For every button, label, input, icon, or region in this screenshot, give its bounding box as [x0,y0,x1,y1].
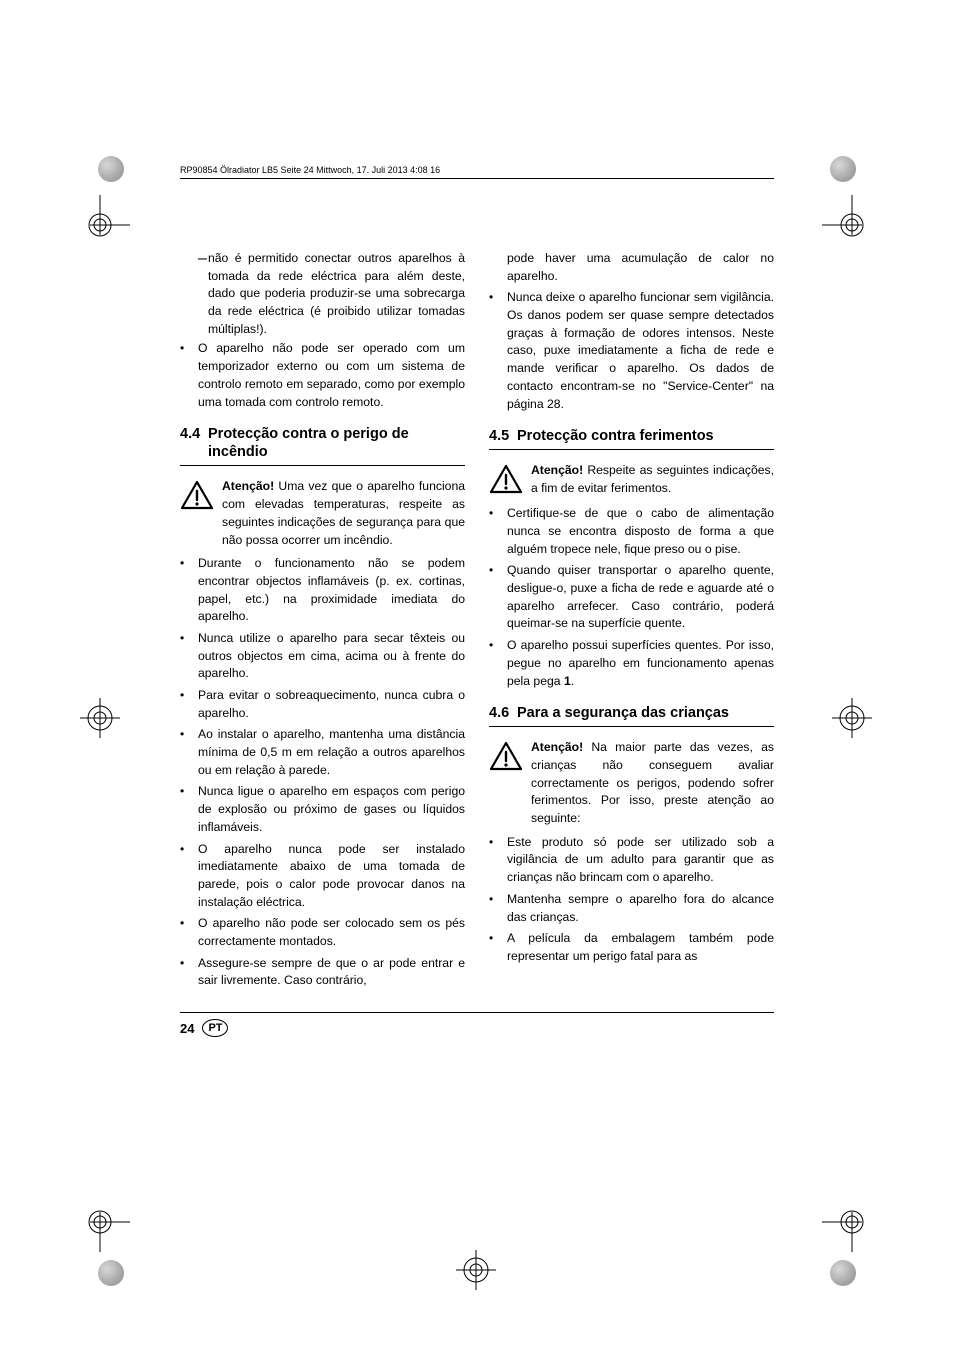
reg-mark-right [832,698,872,738]
section-heading-44: 4.4 Protecção contra o perigo de incêndi… [180,425,465,461]
bullet-item: •O aparelho nunca pode ser instalado ime… [180,841,465,912]
warning-block: Atenção! Respeite as seguintes indicaçõe… [489,462,774,499]
dash-item: – não é permitido conectar outros aparel… [180,250,465,338]
crop-mark-tr [822,195,882,255]
warning-icon [180,478,222,549]
bullet-item: •Ao instalar o aparelho, mantenha uma di… [180,726,465,779]
bullet-item: •Nunca deixe o aparelho funcionar sem vi… [489,289,774,413]
bullet-item: •Certifique-se de que o cabo de alimenta… [489,505,774,558]
crop-mark-tl [70,195,130,255]
bullet-item: •Nunca utilize o aparelho para secar têx… [180,630,465,683]
bullet-item: •O aparelho não pode ser colocado sem os… [180,915,465,950]
corner-dot-tl [98,156,124,182]
bullet-item: •A película da embalagem também pode rep… [489,930,774,965]
heading-rule [180,465,465,466]
warning-block: Atenção! Uma vez que o aparelho funciona… [180,478,465,549]
print-header: RP90854 Ölradiator LB5 Seite 24 Mittwoch… [180,165,440,175]
reg-mark-bottom [456,1250,496,1290]
warning-text: Atenção! Uma vez que o aparelho funciona… [222,478,465,549]
bullet-item: •Quando quiser transportar o aparelho qu… [489,562,774,633]
crop-mark-bl [70,1192,130,1252]
reg-mark-left [80,698,120,738]
footer-rule [180,1012,774,1013]
body-text: pode haver uma acumulação de calor no ap… [489,250,774,285]
warning-block: Atenção! Na maior parte das vezes, as cr… [489,739,774,827]
bullet-item: •Este produto só pode ser utilizado sob … [489,834,774,887]
page-content: – não é permitido conectar outros aparel… [180,250,774,1037]
language-badge: PT [202,1019,228,1037]
heading-rule [489,449,774,450]
heading-rule [489,726,774,727]
warning-icon [489,739,531,827]
body-text: O aparelho não pode ser operado com um t… [198,340,465,411]
body-text: não é permitido conectar outros aparelho… [208,250,465,338]
bullet-item: • O aparelho não pode ser operado com um… [180,340,465,411]
left-column: – não é permitido conectar outros aparel… [180,250,465,994]
page-footer: 24 PT [180,1019,774,1037]
corner-dot-tr [830,156,856,182]
warning-text: Atenção! Respeite as seguintes indicaçõe… [531,462,774,499]
section-heading-45: 4.5 Protecção contra ferimentos [489,427,774,445]
crop-mark-br [822,1192,882,1252]
header-rule [180,178,774,179]
corner-dot-br [830,1260,856,1286]
right-column: pode haver uma acumulação de calor no ap… [489,250,774,994]
page-number: 24 [180,1021,194,1036]
corner-dot-bl [98,1260,124,1286]
warning-text: Atenção! Na maior parte das vezes, as cr… [531,739,774,827]
bullet-item: •Nunca ligue o aparelho em espaços com p… [180,783,465,836]
bullet-item: •Durante o funcionamento não se podem en… [180,555,465,626]
bullet-item: •Mantenha sempre o aparelho fora do alca… [489,891,774,926]
section-heading-46: 4.6 Para a segurança das crianças [489,704,774,722]
bullet-item: •O aparelho possui superfícies quentes. … [489,637,774,690]
bullet-item: •Assegure-se sempre de que o ar pode ent… [180,955,465,990]
bullet-item: •Para evitar o sobreaquecimento, nunca c… [180,687,465,722]
warning-icon [489,462,531,499]
